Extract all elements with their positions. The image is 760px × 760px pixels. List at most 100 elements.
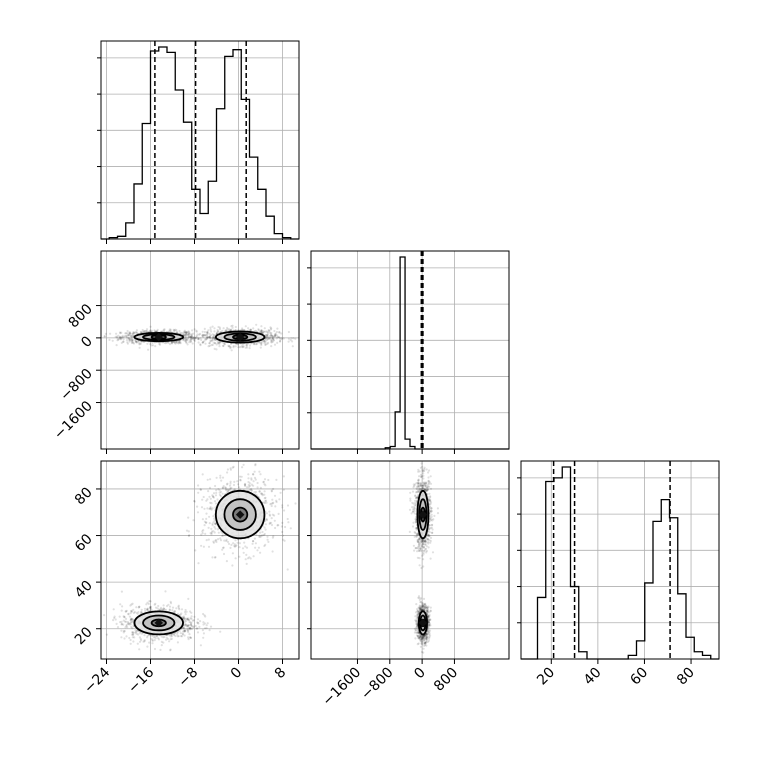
scatter-point [204,338,207,341]
scatter-point [103,335,106,338]
scatter-point [133,610,136,614]
scatter-point [260,329,263,333]
scatter-point [270,334,273,337]
scatter-point [174,341,177,344]
scatter-point [146,342,149,345]
scatter-point [187,534,190,538]
scatter-point [154,606,158,609]
scatter-point [260,492,263,495]
scatter-point [122,340,125,343]
scatter-point [265,512,268,515]
scatter-point [189,626,192,630]
scatter-point [187,636,190,639]
scatter-point [202,545,205,548]
scatter-point [176,612,180,615]
scatter-point [190,615,193,618]
scatter-point [423,468,426,471]
scatter-point [415,528,418,531]
scatter-point [292,337,295,340]
scatter-point [132,633,135,637]
scatter-point [203,622,206,625]
scatter-point [188,626,191,629]
scatter-point [240,345,243,348]
scatter-point [173,633,176,637]
scatter-point [186,334,190,337]
scatter-point [193,328,196,331]
scatter-point [255,342,258,346]
scatter-point [266,336,269,339]
scatter-point [262,480,265,483]
scatter-point [259,535,262,539]
scatter-point [416,546,419,550]
scatter-point [271,498,274,501]
scatter-point [173,610,176,613]
scatter-point [258,490,261,493]
scatter-point [250,483,253,486]
scatter-point [183,331,187,334]
scatter-point [223,342,226,345]
scatter-point [418,637,421,640]
scatter-point [424,602,427,606]
scatter-point [205,521,208,524]
scatter-point [210,330,213,333]
scatter-point [422,541,426,544]
scatter-point [148,330,151,333]
scatter-point [118,335,122,338]
scatter-point [260,342,263,345]
scatter-point [212,337,215,340]
scatter-point [120,331,123,334]
scatter-point [135,630,138,633]
scatter-point [120,609,123,612]
scatter-point [203,340,206,343]
scatter-point [126,329,129,333]
scatter-point [183,616,186,619]
scatter-point [215,491,218,494]
scatter-point [145,328,149,331]
scatter-point [229,482,232,485]
scatter-point [266,333,269,336]
scatter-point [169,602,173,605]
scatter-point [190,335,193,338]
scatter-point [266,338,270,341]
scatter-point [178,629,181,633]
scatter-point [267,341,270,344]
scatter-point [420,642,423,646]
scatter-point [416,629,420,632]
scatter-point [423,634,427,637]
scatter-point [175,329,178,332]
scatter-point [125,334,128,337]
scatter-point [268,522,271,526]
scatter-point [132,342,136,345]
panel-2-1: −1600−800 0 800 [307,460,510,709]
scatter-point [184,624,187,627]
scatter-point [265,501,268,504]
scatter-point [187,624,190,627]
scatter-point [202,333,205,337]
scatter-point [215,332,218,335]
scatter-point [208,486,212,489]
scatter-point [241,328,244,331]
scatter-point [171,609,174,612]
scatter-point [172,633,175,636]
scatter-point [254,329,257,332]
scatter-point [228,345,231,348]
scatter-point [209,625,213,628]
scatter-point [149,606,152,609]
scatter-point [413,631,416,634]
scatter-point [426,606,429,609]
scatter-point [127,334,130,337]
scatter-point [247,327,250,330]
scatter-point [275,337,278,340]
scatter-point [252,327,255,330]
scatter-point [250,487,253,491]
scatter-point [425,551,428,554]
scatter-point [218,491,221,494]
scatter-point [422,608,425,611]
scatter-point [140,610,143,614]
scatter-point [135,340,138,343]
scatter-point [423,605,426,608]
scatter-point [417,481,420,484]
scatter-point [123,637,126,640]
scatter-point [220,479,223,482]
scatter-point [417,478,420,481]
